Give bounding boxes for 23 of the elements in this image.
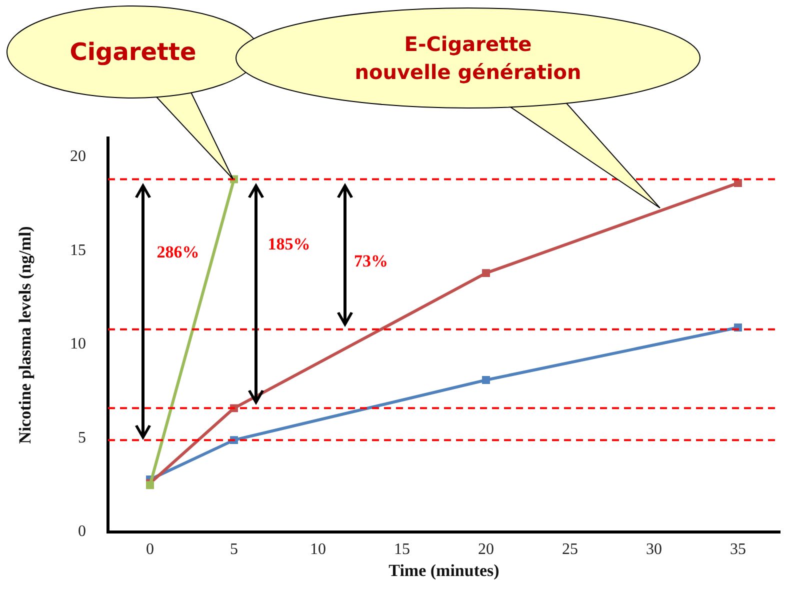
x-tick-label: 30 [646, 540, 662, 558]
x-tick-label: 10 [310, 540, 326, 558]
x-tick-label: 0 [146, 540, 154, 558]
y-tick-label: 20 [70, 148, 86, 165]
x-axis-title: Time (minutes) [388, 561, 500, 580]
y-axis-title: Nicotine plasma levels (ng/ml) [16, 226, 35, 444]
point [734, 179, 742, 188]
annotation: 286% [156, 242, 200, 262]
x-tick-label: 15 [394, 540, 410, 558]
y-tick-label: 0 [78, 523, 86, 540]
y-tick-label: 10 [70, 336, 86, 353]
x-tick-label: 5 [230, 540, 238, 558]
text: E-Cigarette nouvelle génération [354, 31, 582, 86]
annotation: 185% [268, 234, 310, 254]
y-tick-label: 15 [70, 242, 86, 259]
x-tick-label: 20 [478, 540, 494, 558]
point [482, 376, 490, 384]
x-tick-label: 25 [562, 540, 578, 558]
text: Cigarette [68, 38, 198, 66]
y-tick-label: 5 [78, 429, 86, 446]
point [482, 269, 490, 278]
x-tick-label: 35 [730, 540, 746, 558]
annotation: 73% [354, 251, 388, 270]
